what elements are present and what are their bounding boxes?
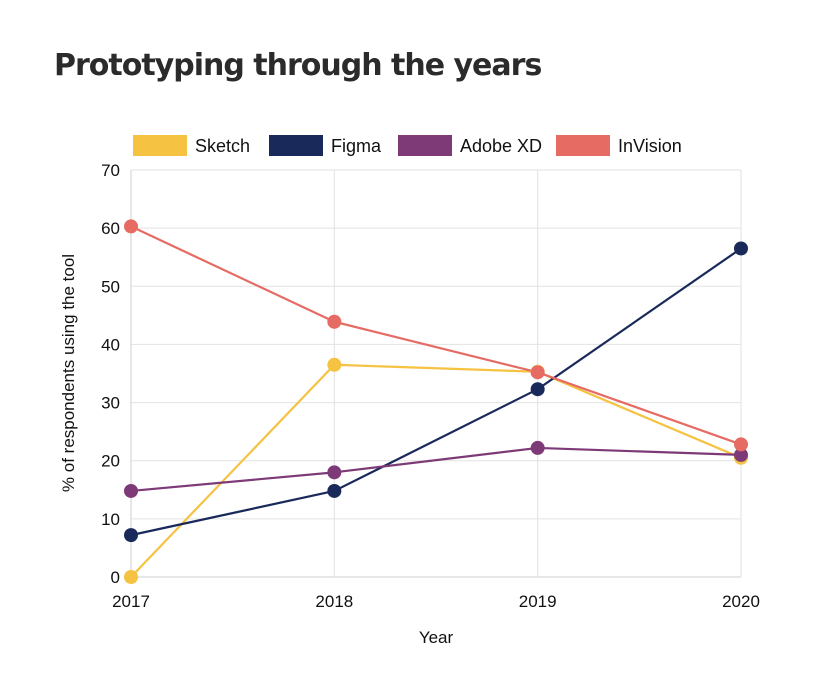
legend-swatch — [133, 135, 187, 156]
x-tick-label: 2019 — [519, 592, 557, 611]
data-point-figma — [327, 483, 342, 498]
x-tick-label: 2020 — [722, 592, 760, 611]
legend-label: Sketch — [195, 136, 250, 156]
data-point-sketch — [124, 570, 138, 584]
chart-title: Prototyping through the years — [54, 48, 541, 83]
x-axis-title: Year — [419, 628, 454, 647]
legend-item-adobe-xd: Adobe XD — [398, 135, 542, 156]
legend: Sketch Figma Adobe XD InVision — [133, 135, 682, 156]
legend-item-invision: InVision — [556, 135, 682, 156]
data-point-adobe-xd — [124, 483, 138, 498]
data-point-invision — [327, 314, 342, 329]
series-line-adobe-xd — [129, 446, 743, 493]
series-line-sketch — [129, 363, 743, 579]
data-point-adobe-xd — [734, 447, 748, 462]
data-point-invision — [124, 219, 138, 234]
legend-swatch — [398, 135, 452, 156]
y-tick-label: 30 — [101, 394, 120, 413]
legend-label: InVision — [618, 136, 682, 156]
series-line-invision — [129, 225, 743, 446]
data-point-adobe-xd — [530, 440, 545, 455]
x-tick-label: 2017 — [112, 592, 150, 611]
y-tick-label: 70 — [101, 161, 120, 180]
y-axis-ticks: 0 10 20 30 40 50 60 70 — [101, 161, 120, 587]
data-point-adobe-xd — [327, 465, 342, 480]
y-tick-label: 60 — [101, 219, 120, 238]
legend-swatch — [269, 135, 323, 156]
grid — [130, 169, 742, 578]
y-tick-label: 20 — [101, 452, 120, 471]
data-point-invision — [734, 437, 748, 452]
data-point-figma — [124, 528, 138, 543]
x-tick-label: 2018 — [315, 592, 353, 611]
legend-swatch — [556, 135, 610, 156]
legend-label: Adobe XD — [460, 136, 542, 156]
data-point-sketch — [327, 357, 342, 372]
data-point-figma — [530, 382, 545, 397]
y-tick-label: 0 — [111, 568, 120, 587]
data-point-invision — [530, 365, 545, 380]
legend-item-sketch: Sketch — [133, 135, 250, 156]
y-tick-label: 40 — [101, 335, 120, 354]
series-points — [124, 219, 748, 584]
y-axis-title: % of respondents using the tool — [59, 254, 78, 492]
series-line-figma — [129, 247, 743, 537]
series-lines — [129, 225, 743, 579]
data-point-figma — [734, 241, 748, 256]
x-axis-ticks: 2017 2018 2019 2020 — [112, 592, 760, 611]
legend-item-figma: Figma — [269, 135, 382, 156]
legend-label: Figma — [331, 136, 382, 156]
y-tick-label: 50 — [101, 277, 120, 296]
y-tick-label: 10 — [101, 510, 120, 529]
